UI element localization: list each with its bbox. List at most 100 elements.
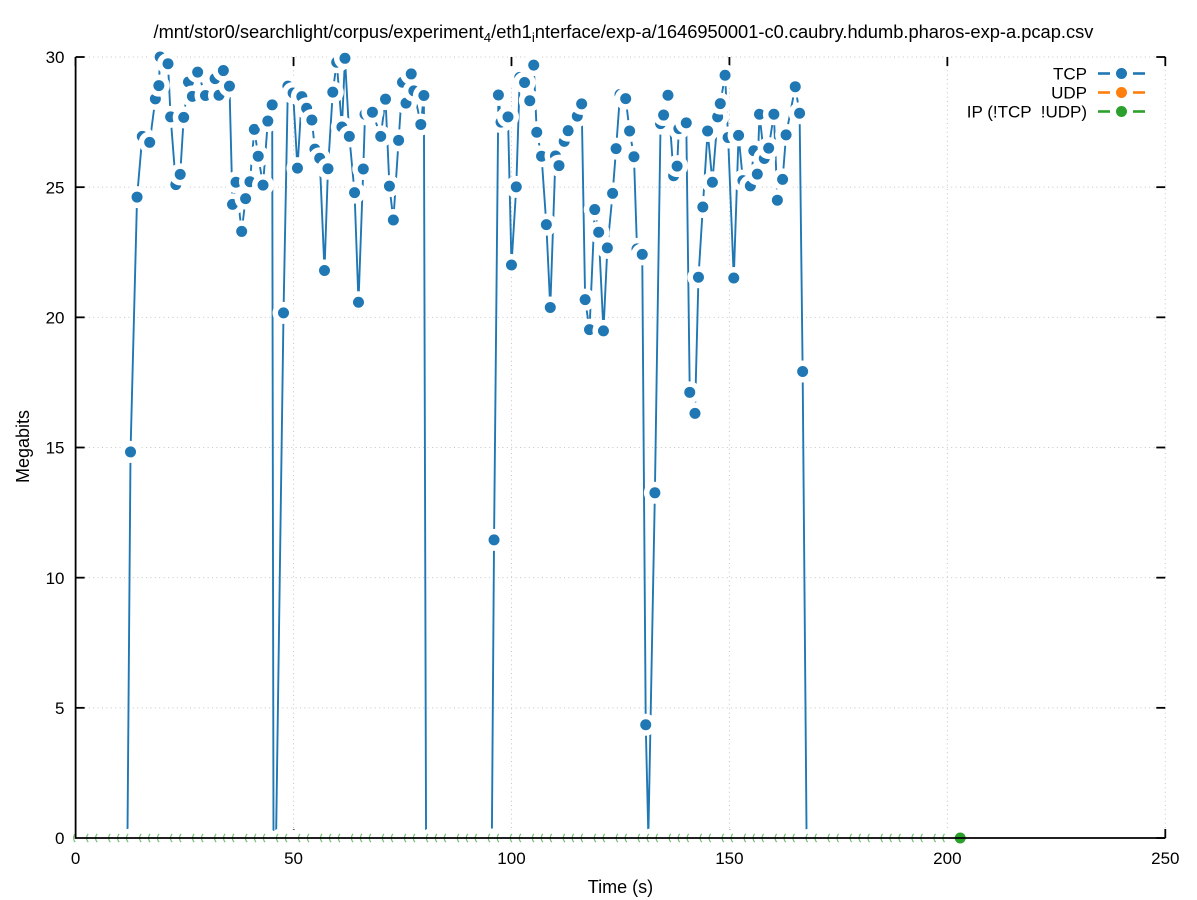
y-tick-label: 20 bbox=[46, 309, 65, 328]
tcp-point bbox=[178, 111, 190, 123]
tcp-point bbox=[579, 294, 591, 306]
tcp-point bbox=[728, 272, 740, 284]
axes bbox=[74, 57, 1166, 839]
tcp-point bbox=[733, 129, 745, 141]
tcp-point bbox=[754, 108, 765, 120]
tcp-point bbox=[628, 151, 640, 163]
y-tick-label: 15 bbox=[46, 439, 65, 458]
tcp-point bbox=[240, 193, 252, 205]
tcp-point bbox=[536, 150, 548, 162]
tcp-point bbox=[684, 386, 696, 398]
x-tick-label: 200 bbox=[933, 849, 961, 868]
x-tick-label: 250 bbox=[1151, 849, 1179, 868]
y-tick-label: 10 bbox=[46, 569, 65, 588]
tcp-series bbox=[119, 46, 814, 838]
tcp-point bbox=[153, 80, 165, 92]
legend-marker bbox=[1116, 106, 1127, 117]
tcp-point bbox=[624, 125, 636, 137]
tcp-point bbox=[322, 163, 334, 175]
tcp-point bbox=[352, 296, 364, 308]
tcp-point bbox=[257, 179, 269, 191]
tcp-point bbox=[562, 125, 574, 137]
tcp-point bbox=[649, 487, 661, 499]
tcp-point bbox=[266, 99, 278, 111]
tcp-point bbox=[415, 118, 427, 130]
tcp-point bbox=[405, 68, 417, 80]
tcp-point bbox=[601, 242, 613, 254]
tcp-point bbox=[131, 191, 143, 203]
axis-border bbox=[74, 57, 1166, 839]
tcp-point bbox=[777, 173, 789, 185]
labels: 0 5 10 15 20 25 30 0 50 100 150 200 250/mnt/stor0/se… bbox=[13, 21, 1179, 897]
tcp-point bbox=[706, 176, 718, 188]
tcp-point bbox=[593, 226, 605, 238]
tcp-point bbox=[620, 93, 632, 105]
tcp-point bbox=[528, 59, 540, 71]
tcp-point bbox=[607, 187, 619, 199]
tcp-point bbox=[357, 163, 369, 175]
tcp-point bbox=[291, 162, 303, 174]
tcp-point bbox=[349, 187, 361, 199]
x-tick-label: 150 bbox=[715, 849, 743, 868]
tcp-point bbox=[751, 168, 763, 180]
tcp-point bbox=[719, 69, 731, 81]
y-tick-label: 25 bbox=[46, 178, 65, 197]
y-tick-label: 0 bbox=[55, 829, 64, 848]
legend-label: IP (!TCP !UDP) bbox=[967, 103, 1087, 122]
tcp-point bbox=[544, 301, 556, 313]
tcp-point bbox=[763, 142, 775, 154]
tcp-point bbox=[144, 136, 156, 148]
tcp-point bbox=[553, 160, 565, 172]
tcp-point bbox=[252, 150, 264, 162]
tcp-point bbox=[610, 143, 622, 155]
tcp-point bbox=[236, 225, 248, 237]
y-tick-label: 5 bbox=[55, 699, 64, 718]
tcp-point bbox=[692, 271, 704, 283]
tcp-point bbox=[797, 365, 809, 377]
tcp-point bbox=[492, 89, 504, 101]
tcp-point bbox=[306, 114, 318, 126]
y-tick-label: 30 bbox=[46, 48, 65, 67]
tcp-point bbox=[714, 98, 726, 110]
tcp-point bbox=[162, 58, 174, 70]
tcp-point bbox=[366, 106, 378, 118]
tcp-point bbox=[192, 66, 204, 78]
tcp-point bbox=[589, 204, 601, 216]
x-tick-label: 50 bbox=[284, 849, 303, 868]
tcp-point bbox=[576, 98, 588, 110]
ip-series bbox=[67, 828, 970, 848]
tcp-point bbox=[375, 130, 387, 142]
tcp-point bbox=[689, 407, 701, 419]
tcp-point bbox=[531, 126, 543, 138]
tcp-point bbox=[680, 117, 692, 129]
tcp-point bbox=[584, 324, 595, 336]
tcp-point bbox=[199, 90, 211, 102]
tcp-point bbox=[387, 214, 399, 226]
tcp-point bbox=[789, 81, 801, 93]
tcp-point bbox=[339, 52, 351, 64]
tcp-point bbox=[540, 219, 552, 231]
legend-label: TCP bbox=[1053, 65, 1087, 84]
tcp-point bbox=[510, 181, 522, 193]
tcp-point bbox=[519, 77, 531, 89]
tcp-point bbox=[662, 89, 674, 101]
tcp-point bbox=[418, 90, 430, 102]
x-tick-label: 0 bbox=[71, 849, 80, 868]
tcp-point bbox=[327, 86, 339, 98]
tcp-point bbox=[343, 130, 355, 142]
tcp-point bbox=[794, 107, 806, 119]
tcp-point bbox=[217, 65, 229, 77]
tcp-point bbox=[223, 80, 235, 92]
tcp-point bbox=[502, 111, 514, 123]
tcp-point bbox=[318, 264, 330, 276]
legend-marker bbox=[1116, 87, 1127, 98]
tcp-point bbox=[278, 307, 290, 319]
tcp-point bbox=[524, 95, 536, 107]
tcp-point bbox=[697, 201, 709, 213]
tcp-point bbox=[768, 108, 780, 120]
tcp-point bbox=[393, 134, 405, 146]
